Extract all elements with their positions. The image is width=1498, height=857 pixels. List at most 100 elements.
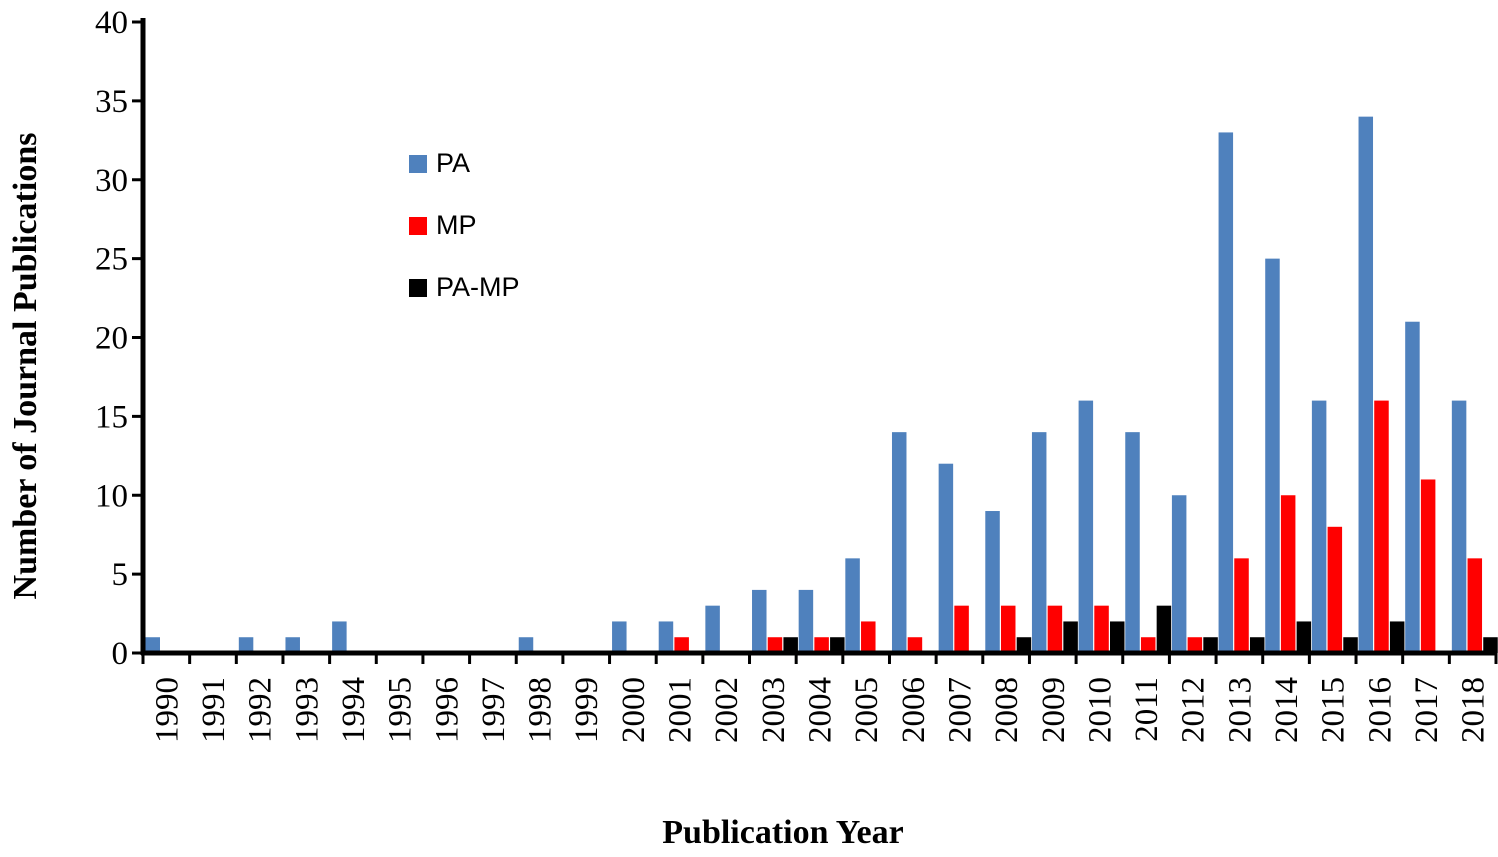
x-tick-label-2003: 2003 (756, 677, 792, 743)
y-tick-label: 25 (95, 242, 128, 278)
bar-pa-2004 (798, 589, 814, 653)
y-tick-label: 10 (95, 478, 128, 514)
bar-pa-2003 (752, 589, 767, 653)
x-tick-label-2017: 2017 (1409, 677, 1445, 743)
bar-pa-2000 (612, 621, 627, 653)
x-tick-label-2008: 2008 (989, 677, 1025, 743)
bar-pa-2009 (1031, 432, 1047, 653)
legend-swatch-pa-mp (409, 279, 427, 297)
bar-mp-2012 (1187, 637, 1203, 653)
x-tick-label-2001: 2001 (663, 677, 699, 743)
y-tick-label: 30 (95, 163, 128, 199)
x-tick-label-1996: 1996 (429, 677, 465, 743)
bar-mp-2016 (1374, 400, 1389, 653)
x-tick-label-2014: 2014 (1269, 677, 1305, 743)
bar-mp-2018 (1467, 558, 1483, 653)
bar-pa-mp-2009 (1063, 621, 1078, 653)
legend: PA MP PA-MP (409, 148, 520, 302)
legend-label-pa: PA (436, 148, 470, 178)
bar-pa-2002 (705, 605, 720, 653)
bar-mp-2009 (1047, 605, 1063, 653)
bar-pa-2015 (1311, 400, 1327, 653)
bar-pa-2018 (1451, 400, 1467, 653)
y-tick-label: 15 (95, 399, 128, 435)
x-tick-label-1994: 1994 (336, 677, 372, 743)
bar-mp-2006 (907, 637, 923, 653)
bar-pa-mp-2016 (1389, 621, 1405, 653)
legend-label-pa-mp: PA-MP (436, 272, 520, 302)
bar-pa-1994 (332, 621, 347, 653)
x-tick-label-2000: 2000 (616, 677, 652, 743)
bar-pa-mp-2015 (1343, 637, 1358, 653)
bar-pa-2006 (891, 432, 907, 653)
x-tick-label-2009: 2009 (1036, 677, 1072, 743)
x-tick-label-2007: 2007 (942, 677, 978, 743)
x-tick-label-2015: 2015 (1316, 677, 1352, 743)
bar-pa-2011 (1125, 432, 1140, 653)
bar-pa-mp-2004 (830, 637, 845, 653)
y-tick-label: 40 (95, 5, 128, 41)
bar-pa-mp-2018 (1483, 637, 1498, 653)
y-tick-label: 35 (95, 84, 128, 120)
legend-label-mp: MP (436, 210, 477, 240)
legend-swatch-pa (409, 155, 427, 173)
x-tick-label-2016: 2016 (1362, 677, 1398, 743)
bar-pa-mp-2008 (1016, 637, 1032, 653)
bar-pa-2014 (1265, 258, 1280, 654)
bar-mp-2001 (674, 637, 689, 653)
y-tick-label: 5 (112, 557, 129, 593)
bar-mp-2004 (814, 637, 829, 653)
bar-pa-2001 (658, 621, 674, 653)
x-tick-label-2004: 2004 (803, 677, 839, 743)
bar-pa-2007 (938, 463, 954, 653)
bar-mp-2013 (1234, 558, 1249, 653)
bar-pa-2008 (985, 511, 1000, 653)
bar-pa-mp-2013 (1249, 637, 1265, 653)
bar-mp-2014 (1280, 495, 1296, 653)
x-tick-label-1998: 1998 (523, 677, 559, 743)
bars-layer (145, 116, 1498, 654)
bar-mp-2011 (1140, 637, 1156, 653)
y-tick-label: 0 (112, 636, 129, 672)
bar-pa-2016 (1358, 116, 1374, 653)
bar-pa-mp-2014 (1296, 621, 1312, 653)
bar-mp-2010 (1094, 605, 1109, 653)
bar-mp-2008 (1000, 605, 1016, 653)
bar-pa-mp-2010 (1110, 621, 1125, 653)
x-tick-label-2012: 2012 (1176, 677, 1212, 743)
bar-pa-1993 (285, 637, 300, 653)
axes-layer: 0 5 10 15 20 25 30 35 40 1990 1991 1992 1993 1994 1995… (95, 5, 1498, 743)
x-tick-label-2013: 2013 (1222, 677, 1258, 743)
x-tick-label-2005: 2005 (849, 677, 885, 743)
x-axis-title: Publication Year (662, 814, 903, 851)
x-tick-label-1997: 1997 (476, 677, 512, 743)
bar-pa-2010 (1078, 400, 1094, 653)
bar-pa-2017 (1405, 321, 1420, 653)
x-tick-label-1993: 1993 (289, 677, 325, 743)
bar-mp-2005 (861, 621, 876, 653)
bar-mp-2017 (1420, 479, 1436, 653)
bar-pa-1990 (145, 637, 160, 653)
bar-pa-mp-2012 (1203, 637, 1218, 653)
x-tick-label-2002: 2002 (709, 677, 745, 743)
x-tick-label-1990: 1990 (149, 677, 185, 743)
x-tick-label-2018: 2018 (1456, 677, 1492, 743)
y-tick-label: 20 (95, 321, 128, 357)
bar-mp-2003 (767, 637, 783, 653)
bar-pa-2005 (845, 558, 860, 653)
bar-pa-mp-2011 (1156, 605, 1172, 653)
x-tick-label-1995: 1995 (383, 677, 419, 743)
bar-pa-2012 (1171, 495, 1187, 653)
x-tick-label-2010: 2010 (1082, 677, 1118, 743)
x-tick-label-2011: 2011 (1129, 677, 1165, 742)
bar-mp-2007 (954, 605, 969, 653)
x-tick-label-1999: 1999 (569, 677, 605, 743)
bar-pa-1992 (238, 637, 254, 653)
bar-pa-mp-2003 (783, 637, 798, 653)
legend-swatch-mp (409, 217, 427, 235)
bar-pa-1998 (518, 637, 534, 653)
x-tick-label-2006: 2006 (896, 677, 932, 743)
bar-mp-2015 (1327, 526, 1343, 653)
x-tick-label-1991: 1991 (196, 677, 232, 743)
